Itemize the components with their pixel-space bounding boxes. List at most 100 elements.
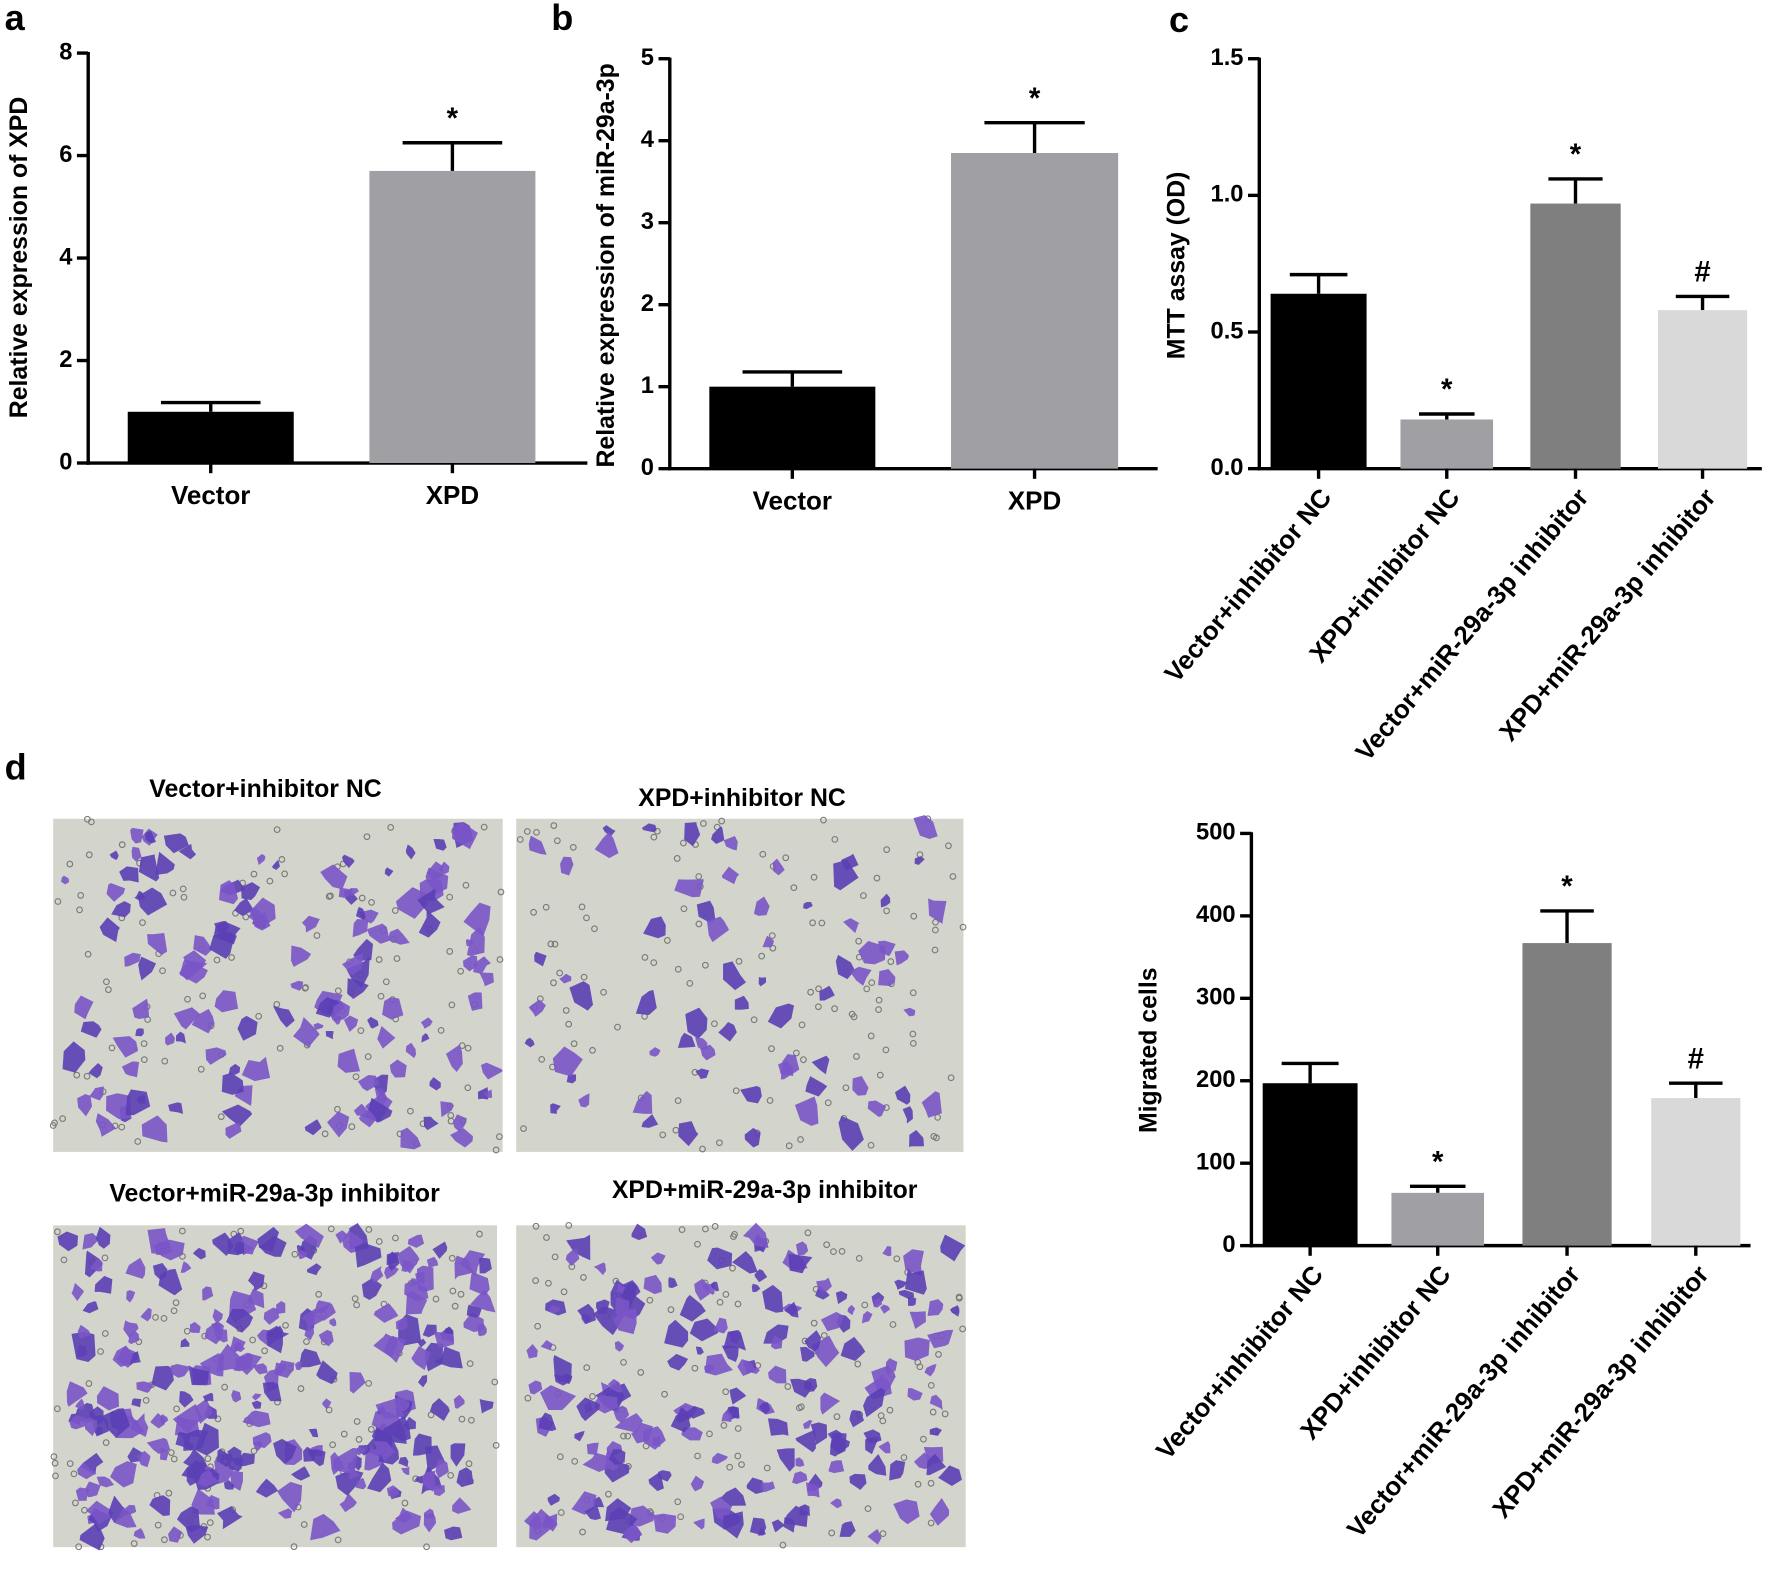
cell — [937, 1465, 962, 1486]
pore — [784, 1383, 792, 1390]
pore — [932, 926, 939, 934]
pore — [169, 889, 177, 897]
cell — [417, 888, 445, 914]
pore — [738, 1461, 745, 1468]
cell — [135, 1028, 144, 1037]
cell — [928, 898, 947, 924]
pore — [321, 1130, 329, 1138]
y-tick-label: 400 — [1196, 902, 1236, 928]
cell — [71, 1283, 84, 1301]
cell — [725, 1406, 740, 1419]
bar — [1270, 293, 1367, 469]
cell — [612, 1308, 637, 1335]
pore — [496, 956, 504, 963]
cell — [767, 1418, 789, 1436]
cell — [401, 1260, 414, 1273]
cell — [816, 1277, 832, 1293]
cell — [605, 1498, 632, 1522]
cell — [332, 1448, 359, 1475]
cell — [526, 1343, 538, 1359]
pore — [464, 1084, 472, 1092]
cell — [304, 1119, 322, 1136]
pore — [600, 988, 607, 996]
pore — [734, 1425, 742, 1432]
cell — [720, 1487, 747, 1506]
cell — [643, 916, 666, 939]
pore — [720, 1422, 728, 1429]
x-tick-label: Vector — [171, 480, 250, 510]
cell — [867, 1100, 887, 1118]
cell — [214, 990, 239, 1013]
pore — [875, 1006, 882, 1013]
cell — [364, 1447, 385, 1471]
pore — [53, 1405, 61, 1413]
cell — [550, 1103, 561, 1114]
pore — [180, 893, 188, 901]
pore — [255, 1012, 263, 1020]
cell — [828, 1460, 845, 1474]
cell — [395, 887, 428, 919]
pore — [446, 893, 454, 901]
cell — [429, 1077, 441, 1091]
panel-label: c — [1169, 0, 1189, 40]
pore — [550, 822, 558, 829]
pore — [614, 1023, 621, 1031]
pore — [818, 919, 826, 927]
pore — [437, 1026, 445, 1034]
cell — [361, 1277, 383, 1300]
y-tick-label: 300 — [1196, 985, 1236, 1011]
cell — [667, 1353, 689, 1371]
pore — [393, 955, 401, 962]
pore — [722, 1290, 730, 1298]
cell — [375, 1396, 404, 1419]
cell — [231, 1389, 242, 1403]
cell — [839, 1521, 856, 1537]
cell — [723, 836, 738, 851]
cell — [586, 1442, 599, 1456]
panel-label: a — [5, 0, 26, 38]
pore — [532, 1222, 540, 1230]
pore — [947, 1074, 955, 1082]
y-tick-label: 200 — [1196, 1067, 1236, 1093]
pore — [466, 1360, 474, 1368]
pore — [931, 946, 939, 954]
cell — [742, 1222, 769, 1249]
cell — [914, 856, 925, 866]
pore — [809, 919, 817, 927]
cell — [615, 1280, 641, 1301]
pore — [589, 1392, 596, 1400]
cell — [77, 1462, 97, 1480]
cell — [578, 1093, 590, 1108]
cell — [753, 896, 770, 916]
pore — [492, 1146, 500, 1154]
x-tick-label: Vector+miR-29a-3p inhibitor — [1341, 1259, 1586, 1543]
pore — [178, 1227, 186, 1235]
cell — [57, 1231, 79, 1252]
cell — [788, 1253, 813, 1274]
cell — [149, 1495, 171, 1516]
pore — [59, 1115, 67, 1122]
pore — [300, 1521, 308, 1528]
pore — [204, 1533, 211, 1541]
pore — [734, 1452, 742, 1460]
pore — [105, 986, 112, 994]
pore — [532, 1277, 539, 1284]
cell — [106, 1093, 132, 1120]
cell — [737, 1359, 757, 1376]
pore — [496, 1133, 503, 1141]
cell — [141, 1115, 168, 1143]
cell — [136, 1381, 155, 1393]
pore — [716, 1298, 724, 1306]
pore — [879, 1530, 887, 1537]
pore — [54, 1228, 61, 1236]
pore — [101, 1254, 109, 1262]
significance-mark: * — [1570, 138, 1582, 171]
cell — [94, 1426, 103, 1435]
pore — [327, 1225, 335, 1233]
pore — [941, 1410, 949, 1418]
pore — [325, 1406, 333, 1414]
cell — [234, 898, 254, 916]
pore — [206, 1519, 214, 1527]
cell — [109, 850, 119, 861]
y-tick-label: 1 — [641, 373, 654, 399]
